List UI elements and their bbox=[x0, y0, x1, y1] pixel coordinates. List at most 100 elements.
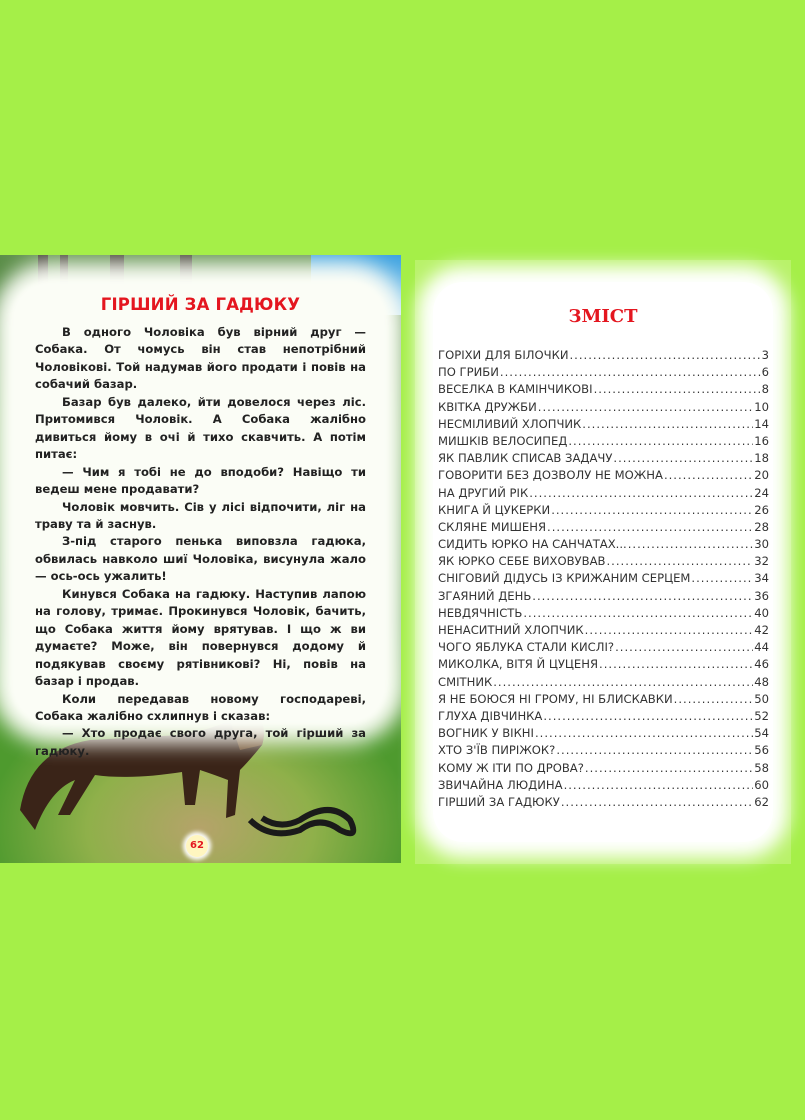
entry-page: 28 bbox=[754, 519, 769, 534]
contents-entry: ЯК ПАВЛИК СПИСАВ ЗАДАЧУ 18 bbox=[438, 450, 769, 467]
entry-page: 46 bbox=[754, 657, 769, 672]
entry-title: КНИГА Й ЦУКЕРКИ bbox=[438, 502, 551, 517]
entry-page: 14 bbox=[754, 416, 769, 431]
dot-leader bbox=[582, 416, 753, 433]
entry-page: 52 bbox=[754, 708, 769, 723]
contents-entry: ГОВОРИТИ БЕЗ ДОЗВОЛУ НЕ МОЖНА 20 bbox=[438, 467, 769, 484]
contents-entry: СНІГОВИЙ ДІДУСЬ ІЗ КРИЖАНИМ СЕРЦЕМ 34 bbox=[438, 570, 769, 587]
contents-entry: НЕВДЯЧНІСТЬ 40 bbox=[438, 605, 769, 622]
contents-entry: ВЕСЕЛКА В КАМІНЧИКОВІ 8 bbox=[438, 381, 769, 398]
dot-leader bbox=[551, 502, 753, 519]
contents-list: ГОРІХИ ДЛЯ БІЛОЧКИ3ПО ГРИБИ6ВЕСЕЛКА В КА… bbox=[438, 347, 769, 811]
entry-title: ЧОГО ЯБЛУКА СТАЛИ КИСЛІ? bbox=[438, 640, 615, 655]
story-paragraph: Чоловік мовчить. Сів у лісі відпочити, л… bbox=[35, 499, 366, 531]
entry-page: 10 bbox=[754, 399, 769, 414]
entry-page: 26 bbox=[754, 502, 769, 517]
contents-entry: КВІТКА ДРУЖБИ 10 bbox=[438, 399, 769, 416]
story-paragraph: — Хто продає свого друга, той гірший за … bbox=[35, 726, 366, 758]
entry-page: 60 bbox=[754, 777, 769, 792]
dot-leader bbox=[613, 450, 753, 467]
entry-page: 24 bbox=[754, 485, 769, 500]
entry-title: СМІТНИК bbox=[438, 674, 493, 689]
contents-entry: ГІРШИЙ ЗА ГАДЮКУ 62 bbox=[438, 794, 769, 811]
entry-page: 6 bbox=[761, 365, 769, 380]
contents-entry: КНИГА Й ЦУКЕРКИ 26 bbox=[438, 502, 769, 519]
entry-title: СНІГОВИЙ ДІДУСЬ ІЗ КРИЖАНИМ СЕРЦЕМ bbox=[438, 571, 691, 586]
entry-title: ВЕСЕЛКА В КАМІНЧИКОВІ bbox=[438, 382, 593, 397]
dot-leader bbox=[594, 381, 761, 398]
entry-title: КОМУ Ж ІТИ ПО ДРОВА? bbox=[438, 760, 584, 775]
story-paragraph: Коли передавав новому господареві, Собак… bbox=[35, 691, 366, 723]
story-page bbox=[0, 255, 401, 863]
contents-entry: МИШКІВ ВЕЛОСИПЕД 16 bbox=[438, 433, 769, 450]
story-title: ГІРШИЙ ЗА ГАДЮКУ bbox=[100, 295, 301, 314]
dot-leader bbox=[570, 347, 761, 364]
entry-page: 42 bbox=[754, 623, 769, 637]
page-number: 62 bbox=[186, 835, 208, 857]
entry-title: ПО ГРИБИ bbox=[438, 365, 499, 380]
dot-leader bbox=[691, 570, 753, 587]
dot-leader bbox=[556, 742, 753, 759]
contents-entry: Я НЕ БОЮСЯ НІ ГРОМУ, НІ БЛИСКАВКИ 50 bbox=[438, 691, 769, 708]
contents-entry: ПО ГРИБИ 6 bbox=[438, 364, 769, 381]
entry-page: 48 bbox=[754, 674, 769, 689]
story-paragraph: Кинувся Собака на гадюку. Наступив лапою… bbox=[35, 586, 366, 689]
dot-leader bbox=[535, 725, 753, 742]
entry-title: СИДИТЬ ЮРКО НА САНЧАТАХ... bbox=[438, 537, 627, 552]
contents-entry: СМІТНИК 48 bbox=[438, 674, 769, 691]
contents-entry: СИДИТЬ ЮРКО НА САНЧАТАХ... 30 bbox=[438, 536, 769, 553]
entry-title: ЯК ЮРКО СЕБЕ ВИХОВУВАВ bbox=[438, 554, 606, 569]
story-paragraph: З-під старого пенька виповзла гадюка, об… bbox=[35, 534, 366, 584]
entry-title: НА ДРУГИЙ РІК bbox=[438, 485, 529, 500]
story-paragraph: — Чим я тобі не до вподоби? Навіщо ти ве… bbox=[35, 464, 366, 497]
contents-entry: ГОРІХИ ДЛЯ БІЛОЧКИ 3 bbox=[438, 347, 769, 364]
contents-entry: НЕНАСИТНИЙ ХЛОПЧИК 42 bbox=[438, 622, 769, 639]
entry-page: 40 bbox=[754, 605, 769, 620]
entry-title: ВОГНИК У ВІКНІ bbox=[438, 726, 534, 741]
dot-leader bbox=[493, 674, 753, 691]
entry-page: 58 bbox=[754, 760, 769, 775]
dot-leader bbox=[547, 519, 753, 536]
entry-page: 44 bbox=[754, 640, 769, 655]
entry-page: 36 bbox=[754, 588, 769, 603]
dot-leader bbox=[585, 760, 753, 777]
entry-page: 3 bbox=[761, 348, 769, 362]
story-text: В одного Чоловіка був вірний друг — Соба… bbox=[35, 324, 366, 760]
entry-title: НЕНАСИТНИЙ ХЛОПЧИК bbox=[438, 623, 584, 637]
entry-page: 54 bbox=[754, 726, 769, 741]
entry-title: МИШКІВ ВЕЛОСИПЕД bbox=[438, 433, 568, 448]
contents-entry: НА ДРУГИЙ РІК 24 bbox=[438, 485, 769, 502]
dot-leader bbox=[628, 536, 753, 553]
dot-leader bbox=[599, 656, 753, 673]
entry-page: 16 bbox=[754, 433, 769, 448]
contents-entry: ЗГАЯНИЙ ДЕНЬ 36 bbox=[438, 588, 769, 605]
dot-leader bbox=[500, 364, 761, 381]
contents-entry: ХТО З'ЇВ ПИРІЖОК? 56 bbox=[438, 742, 769, 759]
entry-title: ЗГАЯНИЙ ДЕНЬ bbox=[438, 588, 532, 603]
entry-title: ГІРШИЙ ЗА ГАДЮКУ bbox=[438, 794, 560, 809]
dot-leader bbox=[523, 605, 753, 622]
entry-title: МИКОЛКА, ВІТЯ Й ЦУЦЕНЯ bbox=[438, 657, 599, 672]
contents-entry: ВОГНИК У ВІКНІ 54 bbox=[438, 725, 769, 742]
dot-leader bbox=[664, 467, 753, 484]
entry-title: ХТО З'ЇВ ПИРІЖОК? bbox=[438, 743, 556, 758]
entry-title: ГЛУХА ДІВЧИНКА bbox=[438, 708, 543, 723]
contents-entry: ЧОГО ЯБЛУКА СТАЛИ КИСЛІ? 44 bbox=[438, 639, 769, 656]
entry-page: 20 bbox=[754, 468, 769, 483]
entry-title: ГОРІХИ ДЛЯ БІЛОЧКИ bbox=[438, 348, 569, 362]
entry-title: НЕВДЯЧНІСТЬ bbox=[438, 605, 523, 620]
contents-entry: ЗВИЧАЙНА ЛЮДИНА 60 bbox=[438, 777, 769, 794]
dot-leader bbox=[564, 777, 754, 794]
story-paragraph: В одного Чоловіка був вірний друг — Соба… bbox=[35, 325, 366, 392]
entry-title: НЕСМІЛИВИЙ ХЛОПЧИК bbox=[438, 416, 582, 431]
contents-entry: НЕСМІЛИВИЙ ХЛОПЧИК 14 bbox=[438, 416, 769, 433]
dot-leader bbox=[606, 553, 753, 570]
entry-page: 8 bbox=[761, 382, 769, 397]
entry-page: 56 bbox=[754, 743, 769, 758]
dot-leader bbox=[561, 794, 753, 811]
entry-page: 18 bbox=[754, 451, 769, 466]
dot-leader bbox=[529, 485, 753, 502]
text-background bbox=[10, 280, 388, 725]
entry-page: 34 bbox=[754, 571, 769, 586]
entry-page: 30 bbox=[754, 537, 769, 552]
